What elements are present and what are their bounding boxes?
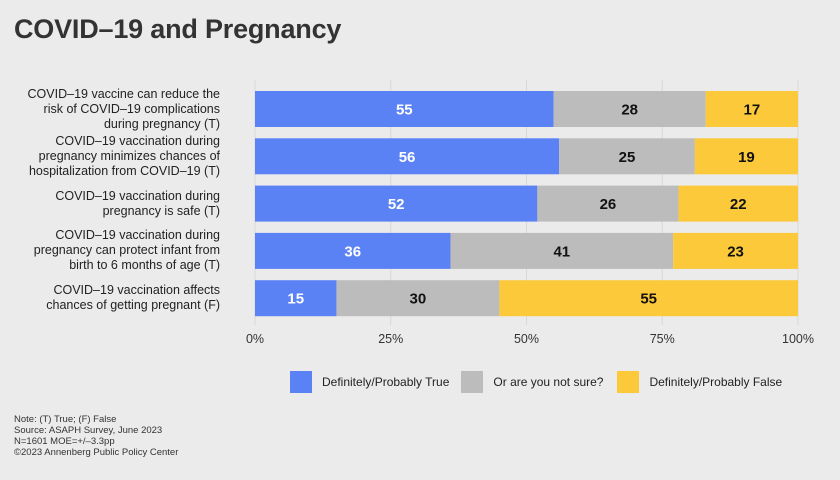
note-sample: N=1601 MOE=+/–3.3pp [14, 436, 115, 447]
category-label: COVID–19 vaccine can reduce the risk of C… [0, 87, 220, 132]
legend-swatch-true [290, 371, 312, 393]
bar-value-label: 55 [640, 291, 657, 308]
chart-title: COVID–19 and Pregnancy [14, 14, 342, 44]
x-tick-label: 75% [650, 332, 675, 346]
category-label-line: COVID–19 vaccine can reduce the [27, 86, 220, 101]
note-source: Source: ASAPH Survey, June 2023 [14, 425, 163, 436]
bar-value-label: 28 [621, 102, 638, 119]
category-label-line: pregnancy is safe (T) [102, 203, 220, 218]
legend-swatch-false [617, 371, 640, 393]
bar-segment-true [255, 138, 560, 175]
x-tick-label: 100% [782, 332, 814, 346]
bar-value-label: 23 [727, 243, 744, 260]
category-label-line: COVID–19 vaccination affects [53, 283, 220, 298]
legend: Definitely/Probably True Or are you not … [290, 371, 782, 393]
category-label-line: COVID–19 vaccination during [55, 133, 220, 148]
category-label-line: chances of getting pregnant (F) [46, 298, 220, 313]
category-label-line: COVID–19 vaccination during [55, 228, 220, 243]
legend-swatch-unsure [461, 371, 484, 393]
bar-segment-true [255, 91, 554, 127]
bar-segment-false [694, 138, 798, 175]
category-label-line: birth to 6 months of age (T) [69, 258, 220, 273]
footnotes: Note: (T) True; (F) False Source: ASAPH … [14, 414, 178, 458]
bar-value-label: 25 [619, 149, 636, 166]
bar-value-label: 17 [744, 102, 761, 119]
bar-value-label: 56 [399, 149, 416, 166]
bar-segment-false [499, 280, 798, 317]
bar-segment-true [255, 232, 451, 269]
legend-item-false: Definitely/Probably False [617, 371, 782, 393]
stacked-bar-chart: 0% 25% 50% 75% 100% 55 28 17 56 25 19 52 26 22 36 41 23 1… [246, 80, 814, 346]
bar-segment-unsure [450, 232, 674, 269]
bar-segment-false [678, 185, 798, 222]
bar-segment-unsure [537, 185, 679, 222]
bar-value-label: 15 [287, 291, 304, 308]
category-label-line: pregnancy can protect infant from [33, 243, 220, 258]
bar-value-label: 36 [344, 243, 361, 260]
note-legend: Note: (T) True; (F) False [14, 414, 117, 425]
category-label-line: COVID–19 vaccination during [55, 188, 220, 203]
bar-segment-unsure [559, 138, 695, 175]
legend-label-unsure: Or are you not sure? [493, 375, 604, 389]
bar-segment-false [673, 232, 798, 269]
bar-value-label: 22 [730, 196, 747, 213]
bar-value-label: 26 [600, 196, 617, 213]
bar-segment-false [705, 91, 798, 127]
category-label: COVID–19 vaccination during pregnancy is … [0, 189, 220, 219]
bar-value-label: 19 [738, 149, 755, 166]
legend-label-false: Definitely/Probably False [649, 375, 783, 389]
x-tick-label: 25% [378, 332, 403, 346]
category-label-line: during pregnancy (T) [103, 116, 220, 131]
category-label-line: pregnancy minimizes chances of [38, 148, 220, 163]
category-label: COVID–19 vaccination during pregnancy can… [0, 228, 220, 273]
x-tick-label: 0% [246, 332, 264, 346]
legend-item-true: Definitely/Probably True [290, 371, 449, 393]
bar-segment-unsure [553, 91, 706, 127]
legend-item-unsure: Or are you not sure? [461, 371, 603, 393]
bar-value-label: 41 [553, 243, 570, 260]
bar-segment-true [255, 185, 538, 222]
note-copyright: ©2023 Annenberg Public Policy Center [14, 447, 179, 458]
category-label-line: hospitalization from COVID–19 (T) [28, 163, 220, 178]
bar-value-label: 52 [388, 196, 405, 213]
bar-value-label: 55 [396, 102, 413, 119]
x-tick-label: 50% [514, 332, 539, 346]
bar-segment-unsure [336, 280, 500, 317]
category-label: COVID–19 vaccination affects chances of g… [0, 283, 220, 313]
category-label-line: risk of COVID–19 complications [43, 101, 220, 116]
category-label: COVID–19 vaccination during pregnancy min… [0, 134, 220, 179]
bar-segment-true [255, 280, 337, 317]
legend-label-true: Definitely/Probably True [322, 375, 450, 389]
bar-value-label: 30 [410, 291, 427, 308]
